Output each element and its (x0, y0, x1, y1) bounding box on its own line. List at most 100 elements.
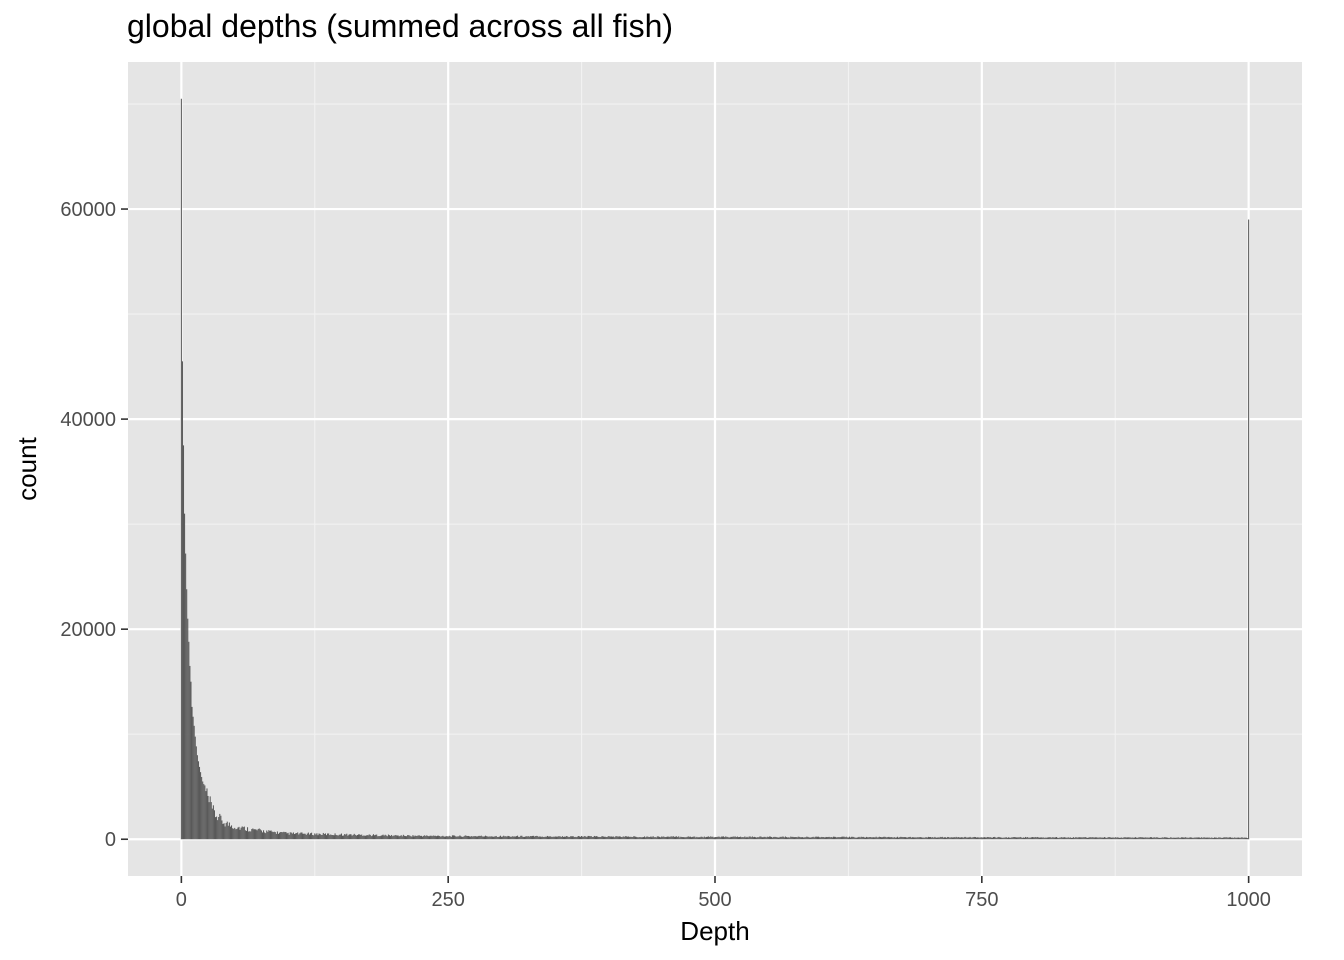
histogram-bar (529, 836, 531, 840)
histogram-bar (999, 837, 1001, 840)
histogram-bar (304, 833, 306, 840)
histogram-bar (1098, 837, 1100, 840)
histogram-bar (916, 837, 918, 840)
histogram-bar (1157, 837, 1159, 840)
histogram-bar (749, 836, 751, 840)
histogram-bar (1010, 837, 1012, 840)
histogram-bar (726, 836, 728, 840)
histogram-bar (963, 837, 965, 840)
histogram-bar (285, 831, 287, 840)
histogram-bar (264, 832, 266, 840)
histogram-bar (281, 832, 283, 840)
histogram-bar (236, 828, 238, 840)
histogram-bar (550, 836, 552, 840)
histogram-bar (901, 836, 903, 840)
histogram-bar (773, 836, 775, 840)
histogram-bar (1213, 837, 1216, 840)
histogram-bar (727, 836, 729, 840)
histogram-bar (618, 836, 620, 840)
histogram-bar (912, 837, 915, 840)
histogram-bar (581, 835, 583, 840)
histogram-bar (970, 837, 972, 840)
histogram-bar (520, 835, 522, 840)
histogram-bar (950, 837, 952, 840)
histogram-bar (436, 835, 439, 840)
histogram-bar (497, 836, 499, 840)
histogram-bar (1129, 837, 1131, 840)
histogram-bar (720, 836, 722, 840)
histogram-bar (395, 834, 397, 840)
histogram-bar (269, 830, 271, 840)
histogram-bar (609, 836, 611, 840)
histogram-bar (942, 837, 944, 840)
histogram-bar (1015, 837, 1017, 840)
histogram-bar (701, 836, 703, 840)
histogram-bar (768, 836, 770, 840)
histogram-bar (915, 837, 917, 840)
histogram-bar (624, 836, 626, 840)
histogram-bar (227, 825, 229, 840)
histogram-bar (595, 836, 598, 840)
histogram-bar (1236, 837, 1238, 840)
histogram-bar (1141, 837, 1143, 840)
histogram-bar (1101, 837, 1103, 840)
histogram-bar (348, 834, 350, 840)
histogram-bar (1189, 837, 1191, 840)
histogram-bar (263, 830, 265, 840)
histogram-bar (1165, 837, 1167, 840)
histogram-bar (549, 836, 551, 840)
histogram-bar (910, 837, 912, 840)
histogram-bar (750, 837, 752, 840)
histogram-bar (1074, 837, 1076, 840)
histogram-bar (973, 836, 975, 840)
histogram-bar (661, 836, 663, 840)
histogram-bar (510, 836, 512, 840)
histogram-bar (408, 835, 410, 840)
histogram-bar (1199, 837, 1201, 840)
histogram-bar (312, 835, 314, 840)
histogram-bar (1192, 837, 1194, 840)
histogram-bar (694, 836, 696, 840)
histogram-bar (605, 837, 607, 840)
histogram-bar (570, 836, 572, 840)
y-tick-label: 20000 (60, 619, 116, 641)
histogram-bar (631, 836, 633, 840)
histogram-bar (654, 837, 656, 840)
histogram-bar (273, 831, 275, 840)
histogram-bar (456, 836, 458, 840)
histogram-bar (998, 836, 1000, 840)
histogram-bar (964, 836, 966, 840)
histogram-bar (413, 836, 415, 840)
histogram-bar (499, 835, 502, 840)
histogram-bar (403, 835, 405, 840)
histogram-bar (1067, 837, 1069, 840)
y-axis-title: count (12, 436, 42, 500)
histogram-bar (433, 835, 435, 840)
histogram-bar (1063, 837, 1065, 840)
histogram-bar (444, 836, 446, 840)
histogram-bar (779, 836, 781, 840)
histogram-bar (994, 836, 996, 840)
histogram-bar (383, 835, 385, 840)
histogram-bar (207, 795, 209, 840)
histogram-bar (987, 837, 989, 840)
histogram-bar (211, 808, 213, 840)
histogram-bar (759, 836, 761, 840)
histogram-bar (772, 837, 774, 840)
histogram-bar (277, 833, 280, 840)
histogram-bar (1247, 838, 1249, 840)
histogram-bar (658, 836, 661, 840)
histogram-bar (823, 837, 825, 840)
histogram-bar (949, 837, 951, 840)
histogram-bar (182, 445, 185, 840)
histogram-bar (835, 836, 837, 840)
histogram-bar (382, 834, 384, 840)
histogram-bar (1106, 837, 1108, 840)
histogram-bar (239, 829, 241, 840)
histogram-bar (547, 836, 550, 840)
histogram-bar (397, 835, 399, 840)
histogram-bar (551, 836, 553, 840)
histogram-bar (656, 836, 658, 840)
histogram-bar (1053, 837, 1055, 840)
histogram-bar (825, 836, 827, 840)
